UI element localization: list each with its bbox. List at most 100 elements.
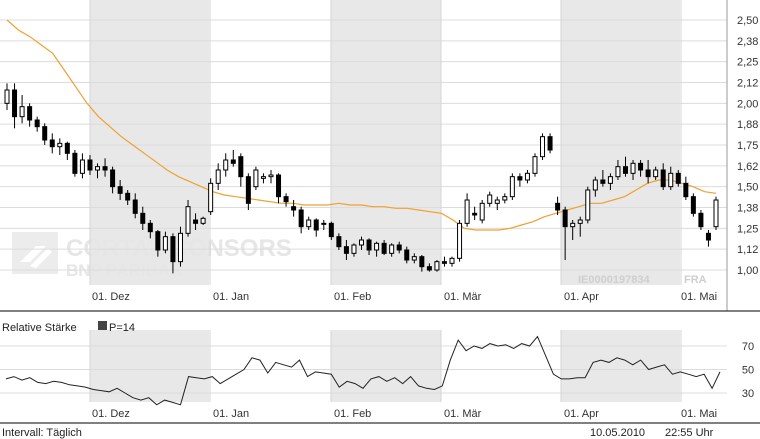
footer-interval: Intervall: Täglich [2,427,82,439]
candle-body [441,261,447,264]
candle-body [253,169,259,188]
rsi-x-tick: 01. Apr [564,408,599,420]
candle-body [268,174,274,178]
price-y-tick: 1,75 [737,140,758,152]
rsi-x-tick: 01. Mai [681,408,717,420]
candle [193,213,199,230]
candle [698,210,704,230]
candle-body [19,106,25,118]
candle-body [630,162,636,174]
candle-body [359,239,364,246]
candle-body [434,261,440,271]
month-bands [90,0,680,402]
candle [12,83,18,129]
candle-body [366,239,372,251]
candle [645,160,651,184]
price-x-axis: 01. Dez 01. Jan 01. Feb 01. Mär 01. Apr 01. M… [92,291,717,303]
candle [705,230,711,247]
price-x-tick: 01. Mär [444,291,482,303]
candle-body [479,202,485,221]
rsi-series [5,335,721,406]
candle-body [592,179,598,191]
candle [102,158,108,177]
candle-body [585,189,591,221]
candle [27,103,33,127]
candle [374,241,380,257]
candle [540,133,546,160]
rsi-title: Relative Stärke [2,322,77,334]
candle-body [426,266,432,271]
candle-body [276,174,282,198]
candle-body [79,159,85,174]
candle-body [147,222,153,233]
watermark-logo-mark [20,246,52,268]
rsi-header: Relative Stärke P=14 [2,321,135,334]
candle [449,256,455,267]
candle-body [132,199,138,214]
rsi-x-tick: 01. Jan [213,408,249,420]
candle-body [102,166,108,171]
candle [419,255,425,272]
candle [404,246,410,264]
price-x-tick: 01. Apr [564,291,599,303]
candle-body [374,242,380,251]
rsi-x-tick: 01. Mär [444,408,482,420]
candle-body [540,136,546,158]
candle [411,253,417,264]
candle [306,216,312,230]
candle [472,206,478,220]
candle [502,193,508,204]
candle-body [208,182,214,213]
candle-body [57,142,63,148]
candle [675,170,681,187]
footer-date: 10.05.2010 [590,427,645,439]
candle-body [615,166,621,178]
candle-body [117,186,123,194]
candle-body [653,169,659,178]
candle [570,220,576,240]
candle-body [95,166,101,171]
candle-body [419,256,425,268]
candle [291,200,297,217]
candle-body [170,236,176,263]
candle-body [381,242,387,254]
candle [125,190,131,205]
candle [79,153,85,179]
rsi-x-tick: 01. Feb [334,408,371,420]
candle [600,170,606,187]
candle [359,236,364,250]
month-band-feb-main [331,0,441,285]
month-band-apr-main [561,0,680,285]
rsi-legend-swatch [98,321,107,330]
candle [389,243,395,257]
month-band-dec-main [90,0,209,285]
candle [57,138,63,155]
candle-body [27,106,33,121]
candle-body [449,257,455,264]
price-y-tick: 1,12 [737,244,758,256]
candle-body [524,172,530,181]
candle-body [690,196,696,214]
candle [577,216,583,237]
footer-time: 22:55 Uhr [665,427,714,439]
candle-body [185,206,191,234]
candle-body [42,126,48,141]
candle-body [464,199,470,224]
candle [42,123,48,145]
candle-body [34,119,40,128]
candle [253,166,259,190]
candle [208,178,214,215]
candle [615,160,621,180]
candle [117,180,123,200]
rsi-x-tick: 01. Dez [92,408,130,420]
candle [426,263,432,272]
price-x-tick: 01. Mai [681,291,717,303]
candle-body [291,206,297,211]
candle-body [283,196,289,203]
candle [547,133,553,154]
candle-body [193,219,199,224]
month-band-feb-rsi [331,330,441,402]
candle-body [683,182,689,198]
candle-body [600,179,606,184]
price-y-tick: 1,50 [737,182,758,194]
